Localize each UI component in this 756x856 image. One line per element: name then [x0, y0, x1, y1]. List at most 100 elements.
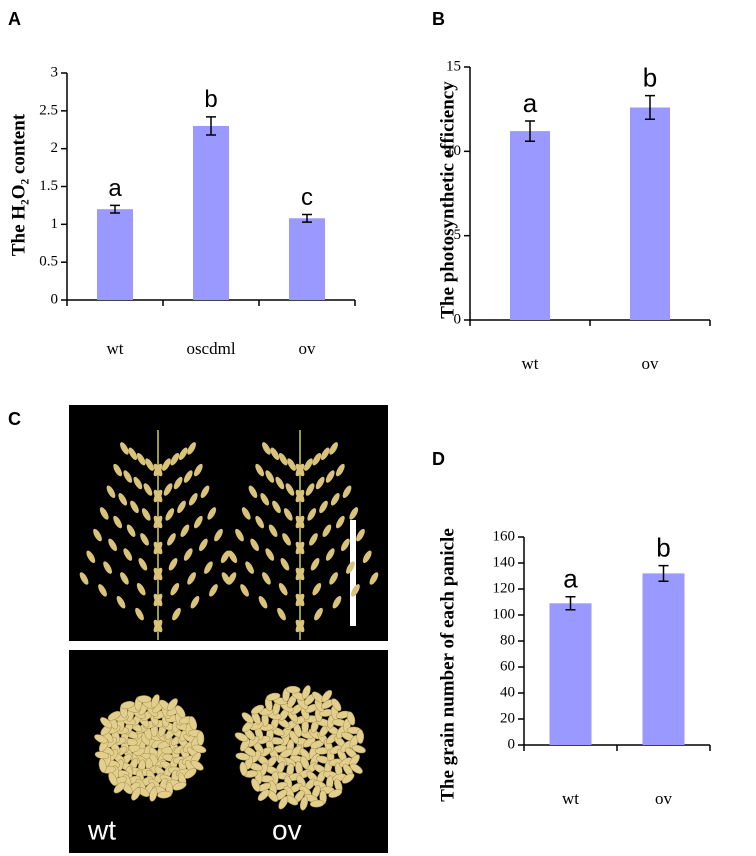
grain — [351, 584, 360, 597]
grain — [235, 528, 244, 542]
grain — [295, 463, 305, 477]
grain — [143, 483, 153, 496]
grain — [322, 524, 332, 537]
grain — [153, 593, 163, 607]
grain — [153, 463, 163, 477]
grain — [351, 744, 366, 754]
grain — [172, 607, 181, 621]
grain — [108, 538, 117, 552]
grain — [262, 442, 271, 455]
grain — [103, 561, 112, 574]
grain — [268, 524, 278, 537]
grain — [248, 485, 258, 499]
grain — [135, 607, 144, 621]
grain — [241, 507, 251, 520]
y-tick-label: 0 — [51, 291, 59, 307]
grain — [153, 619, 163, 633]
y-tick-label: 3 — [51, 64, 59, 80]
grain — [255, 515, 265, 529]
y-tick-label: 80 — [500, 632, 515, 648]
y-tick-label: 140 — [493, 554, 516, 570]
x-tick-label: wt — [522, 354, 539, 373]
grain — [220, 550, 230, 564]
grain — [153, 567, 163, 581]
grain — [240, 584, 249, 597]
error-bar — [302, 213, 312, 223]
grain — [136, 582, 146, 596]
grain — [312, 452, 322, 466]
grain — [107, 710, 121, 721]
panel-letter: B — [432, 9, 445, 29]
grain — [123, 470, 133, 483]
grain — [157, 790, 172, 799]
y-tick-label: 120 — [493, 580, 516, 596]
bar — [97, 209, 133, 300]
grain — [356, 729, 364, 744]
grain — [137, 695, 152, 703]
grain — [280, 558, 290, 571]
grain — [278, 582, 288, 596]
grain — [120, 442, 129, 455]
grain — [312, 582, 322, 596]
grain — [153, 515, 163, 529]
grain — [283, 508, 293, 521]
grain — [113, 515, 123, 529]
grain — [266, 692, 281, 701]
grain — [173, 476, 183, 490]
grain — [183, 470, 193, 483]
grain — [349, 507, 359, 520]
grain — [260, 493, 270, 506]
grain — [190, 760, 204, 771]
grain — [356, 528, 365, 542]
grain — [126, 524, 136, 537]
grain — [325, 548, 335, 561]
grain — [321, 689, 333, 703]
x-tick-label: wt — [107, 339, 124, 358]
grain — [86, 550, 96, 564]
grain — [221, 572, 231, 585]
significance-letter: b — [656, 532, 670, 562]
grain — [258, 595, 268, 609]
grain — [307, 508, 317, 521]
grain — [167, 698, 178, 711]
grain — [240, 738, 250, 752]
y-tick-label: 1.5 — [39, 178, 58, 194]
grain — [183, 548, 193, 561]
y-tick-label: 20 — [500, 710, 515, 726]
grain — [257, 789, 270, 801]
x-tick-label: ov — [299, 339, 317, 358]
grain — [305, 483, 315, 496]
grain — [168, 558, 178, 571]
grain — [113, 781, 126, 794]
grain — [329, 572, 338, 585]
grain — [251, 778, 261, 792]
error-bar — [110, 204, 120, 214]
grain — [332, 595, 342, 609]
grain — [200, 485, 210, 499]
grain — [295, 593, 305, 607]
grain — [188, 716, 198, 731]
grain — [325, 470, 335, 483]
grain — [262, 572, 271, 585]
grain — [310, 558, 320, 571]
y-tick-label: 100 — [493, 606, 516, 622]
grain — [235, 752, 250, 761]
grain — [265, 548, 275, 561]
grain — [140, 533, 149, 546]
grain — [295, 515, 305, 529]
grain — [282, 533, 291, 546]
grain — [295, 541, 305, 555]
y-axis-label: The grain number of each panicle — [437, 528, 458, 802]
grain — [136, 452, 146, 466]
grain — [93, 528, 102, 542]
y-tick-label: 2.5 — [39, 102, 58, 118]
grain — [193, 515, 203, 529]
grain — [331, 698, 342, 712]
grain — [329, 442, 338, 455]
photo-label: wt — [87, 814, 116, 845]
grain — [295, 489, 305, 503]
grain — [241, 712, 254, 724]
bar — [630, 107, 670, 320]
bar — [549, 603, 592, 745]
grain — [204, 561, 213, 574]
